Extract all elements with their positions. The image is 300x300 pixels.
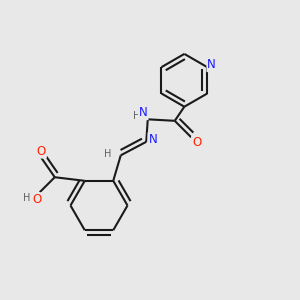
Text: H: H	[133, 111, 140, 121]
Text: O: O	[33, 193, 42, 206]
Text: H: H	[22, 193, 30, 202]
Text: N: N	[148, 133, 157, 146]
Text: O: O	[37, 145, 46, 158]
Text: H: H	[104, 149, 112, 159]
Text: N: N	[139, 106, 148, 119]
Text: N: N	[207, 58, 216, 71]
Text: O: O	[192, 136, 201, 149]
